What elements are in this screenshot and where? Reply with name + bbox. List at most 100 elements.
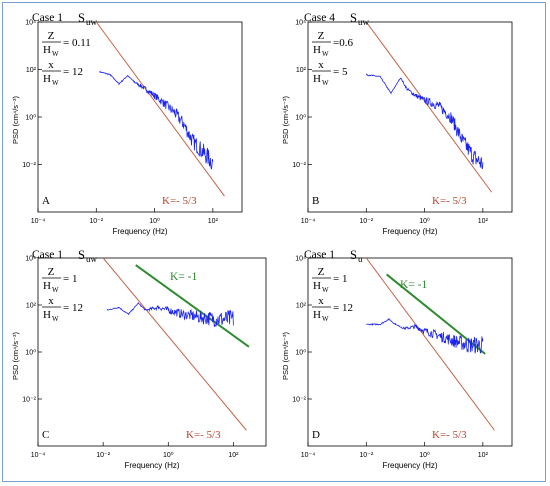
psd-series-line (366, 318, 484, 354)
slope-label-k-minus-1: K= -1 (170, 271, 197, 283)
x-axis-label: Frequency (Hz) (382, 461, 437, 470)
quantity-label: S (350, 11, 357, 25)
plot-area (37, 257, 267, 447)
x-axis-label: Frequency (Hz) (124, 461, 179, 470)
y-tick-label: 10⁻² (292, 162, 306, 169)
quantity-subscript: uw (86, 17, 98, 27)
y-tick-label: 10⁴ (295, 256, 306, 263)
y-tick-label: 10⁻² (22, 397, 36, 404)
hw-subscript: W (322, 315, 329, 323)
x-tick-label: 10⁰ (149, 217, 160, 225)
x-tick-label: 10⁻⁴ (301, 218, 316, 225)
quantity-label: S (78, 248, 85, 262)
quantity-label: S (350, 248, 357, 262)
x-tick-label: 10² (208, 218, 219, 225)
y-tick-label: 10⁻² (22, 162, 36, 169)
y-axis-label: PSD (cm⁴/s⁻³) (11, 95, 20, 144)
plot-area (37, 21, 243, 213)
z-ratio-value: =0.6 (333, 37, 353, 49)
x-numerator: x (318, 295, 324, 307)
slope-label-k-minus-5-3: K=- 5/3 (186, 429, 221, 441)
y-tick-label: 10⁰ (295, 349, 306, 357)
quantity-label: S (78, 11, 85, 25)
y-tick-label: 10⁴ (25, 20, 36, 27)
hw-denominator: H (43, 280, 51, 292)
x-tick-label: 10⁻² (359, 218, 373, 225)
hw-denominator: H (313, 309, 321, 321)
y-tick-label: 10⁰ (25, 349, 36, 357)
y-tick-label: 10² (296, 67, 307, 74)
chart-panel-a: 10⁻⁴ 10⁻² 10⁰ 10² 10⁴ 10² 10⁰ 10⁻² Frequency (Hz… (11, 11, 243, 236)
psd-series-line (99, 70, 214, 170)
case-label: Case 1 (304, 249, 335, 261)
case-label: Case 4 (304, 12, 335, 24)
hw-denominator: H (313, 73, 321, 85)
quantity-subscript: uw (358, 17, 370, 27)
y-axis-label: PSD (cm⁴/s⁻³) (281, 95, 290, 144)
y-tick-label: 10⁰ (295, 114, 306, 122)
slope-line-k-minus-5-3 (365, 257, 495, 431)
slope-label-k-minus-5-3: K=- 5/3 (432, 195, 467, 207)
y-tick-label: 10⁻² (292, 397, 306, 404)
hw-subscript: W (322, 50, 329, 58)
slope-line-k-minus-5-3 (102, 257, 247, 431)
chart-panel-d: 10⁻⁴ 10⁻² 10⁰ 10² 10⁴ 10² 10⁰ 10⁻² Frequency (Hz… (281, 248, 513, 470)
case-label: Case 1 (32, 12, 63, 24)
hw-subscript: W (52, 50, 59, 58)
y-tick-label: 10² (26, 67, 37, 74)
hw-denominator: H (43, 44, 51, 56)
y-axis-label: PSD (cm⁴/s⁻³) (281, 331, 290, 380)
x-tick-label: 10² (478, 452, 489, 459)
x-axis-label: Frequency (Hz) (382, 227, 437, 236)
panel-letter: B (312, 195, 319, 207)
z-numerator: Z (48, 266, 55, 278)
x-tick-label: 10⁰ (419, 451, 430, 459)
hw-subscript: W (52, 286, 59, 294)
slope-label-k-minus-5-3: K=- 5/3 (162, 195, 197, 207)
x-tick-label: 10⁻⁴ (31, 218, 46, 225)
x-ratio-value: = 12 (63, 302, 83, 314)
x-tick-label: 10⁻² (89, 218, 103, 225)
figure-frame (2, 2, 546, 482)
psd-series-line (106, 301, 234, 328)
hw-denominator: H (43, 309, 51, 321)
x-axis-label: Frequency (Hz) (112, 227, 167, 236)
hw-denominator: H (313, 280, 321, 292)
slope-label-k-minus-5-3: K=- 5/3 (432, 429, 467, 441)
hw-denominator: H (43, 73, 51, 85)
z-numerator: Z (318, 30, 325, 42)
slope-label-k-minus-1: K= -1 (400, 279, 427, 291)
y-tick-label: 10⁴ (25, 256, 36, 263)
x-numerator: x (48, 59, 54, 71)
plot-area (307, 21, 513, 213)
z-numerator: Z (48, 30, 55, 42)
x-tick-label: 10² (228, 452, 239, 459)
x-tick-label: 10⁻² (96, 452, 110, 459)
x-tick-label: 10² (478, 218, 489, 225)
y-tick-label: 10² (296, 303, 307, 310)
x-numerator: x (48, 295, 54, 307)
x-tick-label: 10⁰ (419, 217, 430, 225)
z-ratio-value: = 1 (63, 273, 77, 285)
z-numerator: Z (318, 266, 325, 278)
hw-subscript: W (52, 79, 59, 87)
x-tick-label: 10⁻² (359, 452, 373, 459)
y-tick-label: 10⁰ (25, 114, 36, 122)
z-ratio-value: = 0.11 (63, 37, 91, 49)
slope-line-k-minus-5-3 (365, 21, 493, 193)
chart-panel-c: 10⁻⁴ 10⁻² 10⁰ 10² 10⁴ 10² 10⁰ 10⁻² Frequency (Hz… (11, 248, 267, 470)
panel-letter: D (312, 429, 320, 441)
x-numerator: x (318, 59, 324, 71)
x-ratio-value: = 12 (63, 66, 83, 78)
y-tick-label: 10² (26, 303, 37, 310)
panel-letter: A (42, 195, 50, 207)
slope-line-k-minus-5-3 (95, 21, 225, 197)
x-ratio-value: = 5 (333, 66, 348, 78)
case-label: Case 1 (32, 249, 63, 261)
panel-letter: C (42, 429, 49, 441)
quantity-subscript: u (358, 254, 363, 264)
x-ratio-value: = 12 (333, 302, 353, 314)
x-tick-label: 10⁻⁴ (31, 452, 46, 459)
hw-subscript: W (52, 315, 59, 323)
